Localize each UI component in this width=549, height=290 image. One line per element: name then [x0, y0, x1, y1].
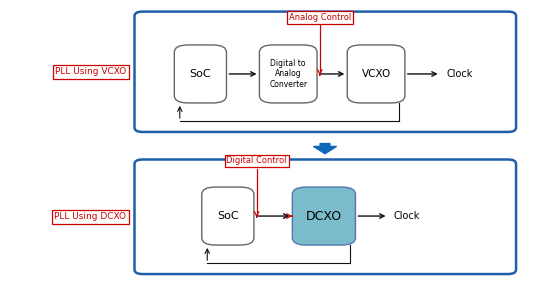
Text: Clock: Clock	[394, 211, 421, 221]
Text: Digital Control: Digital Control	[226, 156, 287, 166]
Text: SoC: SoC	[189, 69, 211, 79]
Text: Clock: Clock	[446, 69, 473, 79]
FancyBboxPatch shape	[175, 45, 226, 103]
FancyBboxPatch shape	[202, 187, 254, 245]
Text: Digital to
Analog
Converter: Digital to Analog Converter	[269, 59, 307, 89]
Text: Analog Control: Analog Control	[289, 13, 351, 22]
FancyBboxPatch shape	[260, 45, 317, 103]
Text: PLL Using DCXO: PLL Using DCXO	[54, 212, 126, 221]
Polygon shape	[313, 144, 337, 154]
FancyBboxPatch shape	[348, 45, 405, 103]
Text: VCXO: VCXO	[361, 69, 391, 79]
FancyBboxPatch shape	[292, 187, 356, 245]
Text: DCXO: DCXO	[306, 210, 342, 222]
Text: SoC: SoC	[217, 211, 239, 221]
Text: PLL Using VCXO: PLL Using VCXO	[55, 67, 126, 76]
